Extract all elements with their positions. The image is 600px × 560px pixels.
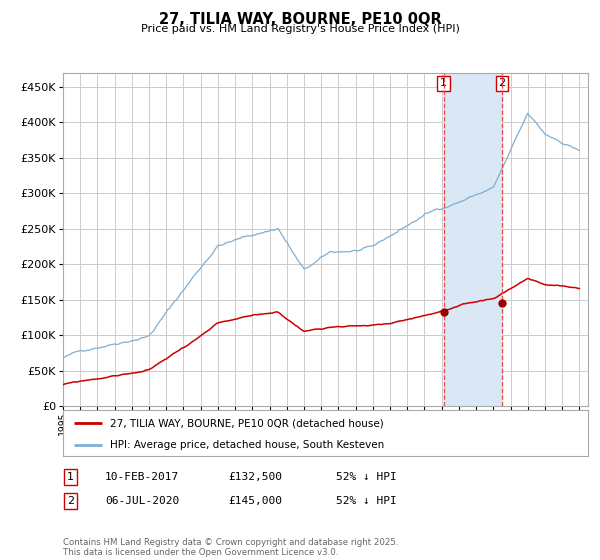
Text: 10-FEB-2017: 10-FEB-2017 [105, 472, 179, 482]
Text: 1: 1 [67, 472, 74, 482]
Text: 2: 2 [67, 496, 74, 506]
Text: Price paid vs. HM Land Registry's House Price Index (HPI): Price paid vs. HM Land Registry's House … [140, 24, 460, 34]
Text: Contains HM Land Registry data © Crown copyright and database right 2025.
This d: Contains HM Land Registry data © Crown c… [63, 538, 398, 557]
Text: 52% ↓ HPI: 52% ↓ HPI [336, 496, 397, 506]
Text: 06-JUL-2020: 06-JUL-2020 [105, 496, 179, 506]
Text: £145,000: £145,000 [228, 496, 282, 506]
Text: 52% ↓ HPI: 52% ↓ HPI [336, 472, 397, 482]
Text: 2: 2 [499, 78, 506, 88]
Text: 27, TILIA WAY, BOURNE, PE10 0QR (detached house): 27, TILIA WAY, BOURNE, PE10 0QR (detache… [110, 418, 384, 428]
Text: HPI: Average price, detached house, South Kesteven: HPI: Average price, detached house, Sout… [110, 440, 385, 450]
Text: 27, TILIA WAY, BOURNE, PE10 0QR: 27, TILIA WAY, BOURNE, PE10 0QR [158, 12, 442, 27]
Text: £132,500: £132,500 [228, 472, 282, 482]
Text: 1: 1 [440, 78, 447, 88]
Bar [444, 73, 502, 406]
